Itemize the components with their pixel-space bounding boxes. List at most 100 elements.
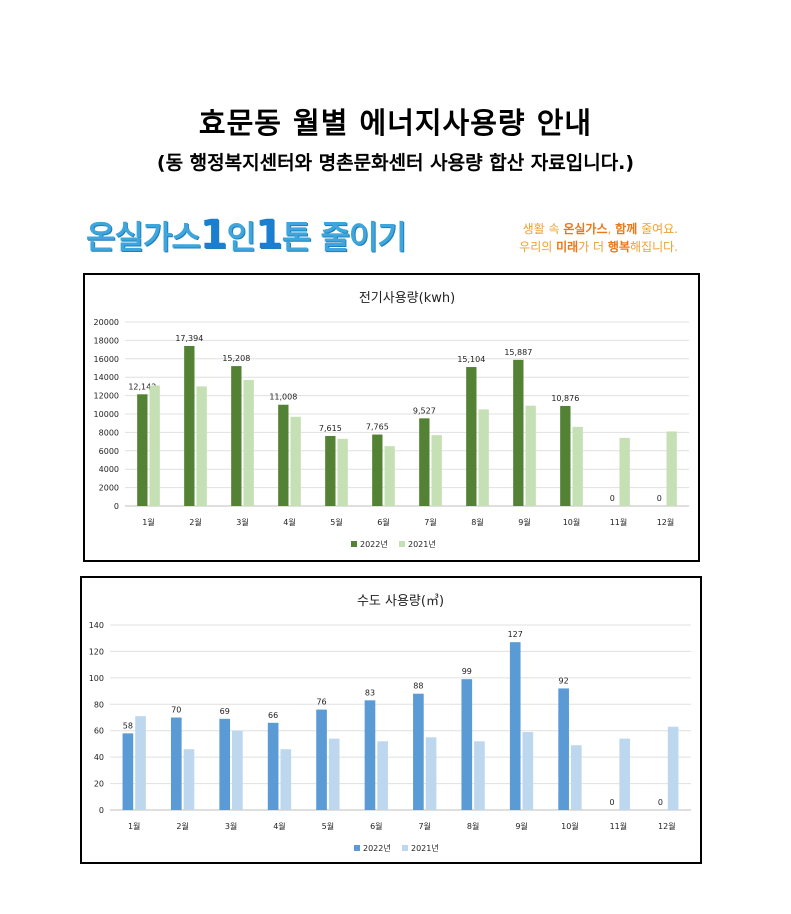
- electricity-data-label: 7,765: [366, 423, 389, 432]
- water-bar-2021: [522, 732, 534, 810]
- water-bar-2022: [558, 688, 569, 810]
- campaign-number-1: 1: [199, 212, 228, 258]
- water-y-tick: 100: [89, 674, 104, 683]
- water-bar-2022: [509, 642, 521, 810]
- water-y-tick: 80: [94, 700, 104, 709]
- water-y-tick: 20: [94, 780, 104, 789]
- campaign-slogan: 생활 속 온실가스, 함께 줄여요. 우리의 미래가 더 행복해집니다.: [519, 220, 678, 256]
- water-data-label: 58: [123, 721, 133, 730]
- electricity-chart-title: 전기사용량(kwh): [359, 291, 455, 306]
- electricity-data-label: 10,876: [551, 394, 579, 403]
- electricity-x-tick: 3월: [236, 517, 248, 527]
- water-bar-2022: [461, 679, 473, 810]
- water-bar-2021: [474, 741, 485, 810]
- slogan-line-2: 우리의 미래가 더 행복해집니다.: [519, 238, 678, 256]
- slogan-line-1: 생활 속 온실가스, 함께 줄여요.: [519, 220, 678, 238]
- water-x-tick: 3월: [225, 821, 237, 831]
- electricity-data-label: 12,142: [128, 382, 156, 391]
- slogan-text: 우리의: [519, 240, 557, 254]
- water-data-label: 0: [610, 798, 615, 807]
- water-bar-2021: [377, 741, 388, 810]
- electricity-y-tick: 14000: [94, 373, 119, 382]
- slogan-text: 생활 속: [522, 222, 564, 236]
- electricity-chart: 전기사용량(kwh) 0 2000 4000 6000 8000 10000 12000 140…: [94, 291, 689, 549]
- slogan-emphasis: 행복: [607, 240, 631, 254]
- water-data-label: 69: [220, 707, 230, 716]
- water-x-tick: 8월: [467, 821, 479, 831]
- electricity-y-tick: 12000: [94, 392, 119, 401]
- electricity-bar-2022: [513, 359, 524, 506]
- water-bar-2022: [122, 733, 134, 810]
- electricity-x-tick: 2월: [189, 517, 201, 527]
- electricity-bar-2022: [278, 404, 289, 506]
- water-x-tick: 10월: [561, 821, 579, 831]
- electricity-y-tick: 0: [114, 502, 119, 511]
- slogan-emphasis: 함께: [615, 222, 638, 236]
- water-y-tick: 0: [99, 806, 104, 815]
- water-legend-label: 2021년: [411, 843, 439, 853]
- water-data-label: 66: [268, 711, 278, 720]
- slogan-text: 줄여요.: [637, 222, 678, 236]
- electricity-bar-2021: [431, 435, 442, 506]
- electricity-legend-label: 2022년: [360, 539, 388, 549]
- water-data-label: 76: [316, 698, 326, 707]
- water-bar-2021: [425, 737, 437, 810]
- electricity-bar-2022: [466, 367, 477, 506]
- water-bar-2021: [183, 749, 195, 810]
- electricity-bar-2022: [184, 345, 195, 506]
- electricity-bar-2022: [137, 394, 148, 506]
- water-bar-2022: [364, 700, 376, 810]
- electricity-data-label: 9,527: [413, 406, 436, 415]
- electricity-data-label: 0: [610, 494, 615, 503]
- electricity-bar-2021: [196, 386, 207, 506]
- electricity-bar-2022: [325, 435, 336, 506]
- electricity-bar-2022: [419, 418, 430, 506]
- water-bar-2022: [219, 718, 231, 810]
- water-legend-swatch-2022: [354, 845, 360, 851]
- water-x-tick: 12월: [658, 821, 676, 831]
- electricity-x-tick: 4월: [283, 517, 295, 527]
- campaign-logo: 온실가스1인1톤 줄이기: [86, 212, 407, 258]
- electricity-bar-2022: [372, 434, 383, 506]
- water-x-tick: 6월: [370, 821, 382, 831]
- slogan-text: 해집니다.: [630, 240, 678, 254]
- electricity-x-tick: 10월: [563, 517, 581, 527]
- electricity-data-label: 17,394: [175, 334, 203, 343]
- slogan-emphasis: 온실가스: [563, 222, 608, 236]
- electricity-bar-2022: [231, 366, 242, 506]
- page-title: 효문동 월별 에너지사용량 안내: [198, 106, 593, 140]
- water-x-tick: 4월: [273, 821, 285, 831]
- water-y-tick: 120: [89, 647, 104, 656]
- water-bar-2021: [667, 726, 679, 810]
- electricity-y-tick: 10000: [94, 410, 119, 419]
- electricity-data-label: 11,008: [269, 393, 297, 402]
- slogan-text: 가 더: [578, 240, 608, 254]
- electricity-legend-swatch-2022: [351, 541, 357, 547]
- water-y-tick: 140: [89, 621, 104, 630]
- water-bar-2022: [267, 722, 279, 810]
- electricity-data-label: 15,887: [504, 348, 532, 357]
- electricity-legend-swatch-2021: [399, 541, 405, 547]
- electricity-data-label: 0: [657, 494, 662, 503]
- electricity-bar-2022: [560, 405, 571, 506]
- water-y-tick: 40: [94, 753, 104, 762]
- water-legend-label: 2022년: [363, 843, 391, 853]
- water-data-label: 0: [658, 798, 663, 807]
- electricity-x-tick: 9월: [518, 517, 530, 527]
- campaign-text-2: 인: [226, 218, 256, 256]
- water-legend-swatch-2021: [402, 845, 408, 851]
- water-x-tick: 7월: [418, 821, 430, 831]
- water-x-tick: 9월: [515, 821, 527, 831]
- water-x-tick: 11월: [610, 821, 628, 831]
- electricity-y-tick: 6000: [99, 447, 119, 456]
- water-y-tick: 60: [94, 727, 104, 736]
- campaign-number-2: 1: [255, 212, 283, 258]
- electricity-x-tick: 7월: [424, 517, 436, 527]
- electricity-data-label: 15,208: [222, 354, 250, 363]
- water-data-label: 70: [171, 706, 181, 715]
- electricity-bar-2021: [525, 405, 536, 506]
- electricity-bar-2021: [243, 379, 254, 506]
- water-bar-2022: [316, 709, 327, 810]
- water-chart-title: 수도 사용량(㎥): [357, 594, 444, 609]
- electricity-y-tick: 4000: [99, 465, 119, 474]
